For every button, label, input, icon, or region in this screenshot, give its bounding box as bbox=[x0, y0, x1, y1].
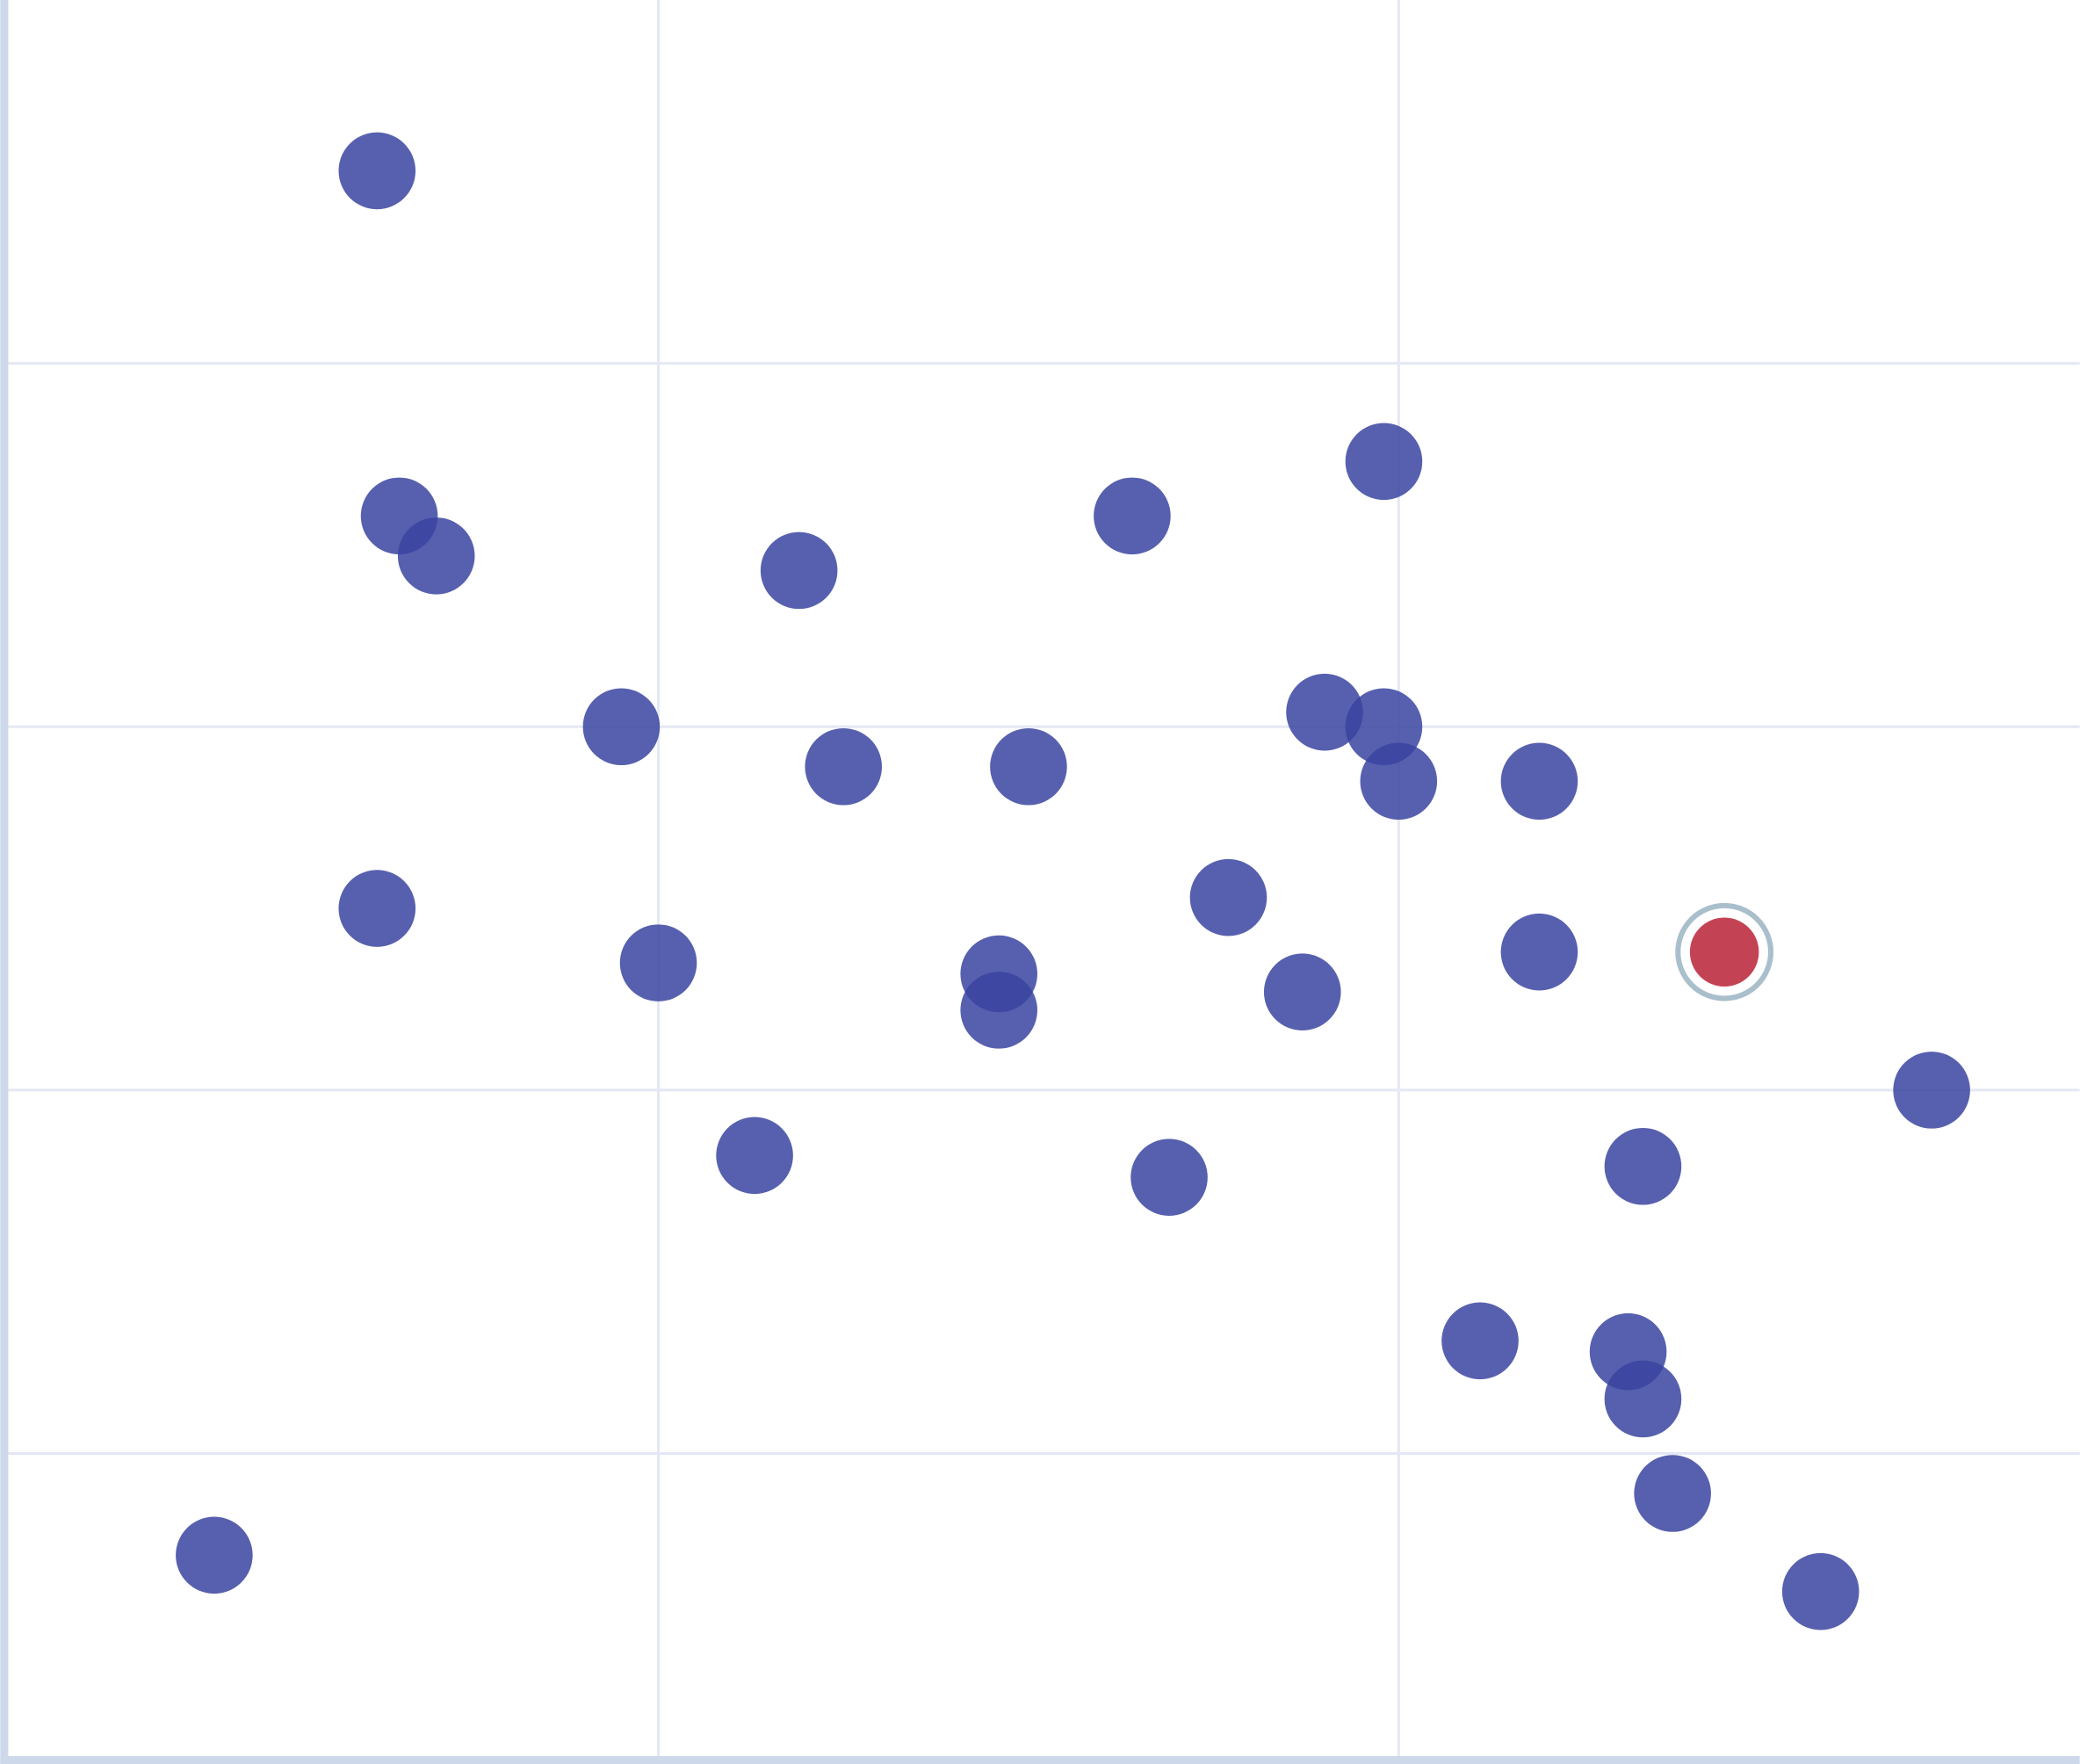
data-point bbox=[1781, 1552, 1860, 1630]
points bbox=[176, 132, 1970, 1630]
data-point bbox=[1500, 913, 1578, 991]
data-point bbox=[1094, 477, 1171, 555]
data-point bbox=[960, 972, 1037, 1049]
data-point bbox=[1189, 858, 1268, 936]
data-point bbox=[1130, 1139, 1208, 1216]
data-point bbox=[1634, 1455, 1711, 1532]
data-point bbox=[619, 924, 697, 1001]
data-point bbox=[1604, 1360, 1682, 1438]
data-point bbox=[1604, 1127, 1682, 1205]
grid bbox=[6, 0, 2080, 1759]
data-point bbox=[338, 870, 416, 947]
data-point bbox=[176, 1516, 253, 1594]
data-point bbox=[1441, 1302, 1519, 1380]
data-point bbox=[1893, 1052, 1970, 1129]
data-point bbox=[582, 688, 661, 766]
data-point bbox=[990, 727, 1067, 806]
data-point bbox=[760, 531, 838, 610]
data-point bbox=[338, 132, 416, 210]
data-point bbox=[716, 1117, 793, 1195]
data-point bbox=[397, 517, 475, 595]
data-point bbox=[1500, 742, 1578, 821]
data-point bbox=[1286, 673, 1363, 751]
data-point bbox=[1263, 953, 1341, 1030]
data-point bbox=[1345, 423, 1423, 501]
highlighted-data-point bbox=[1689, 917, 1759, 987]
data-point bbox=[1360, 742, 1438, 821]
data-point bbox=[805, 727, 883, 806]
